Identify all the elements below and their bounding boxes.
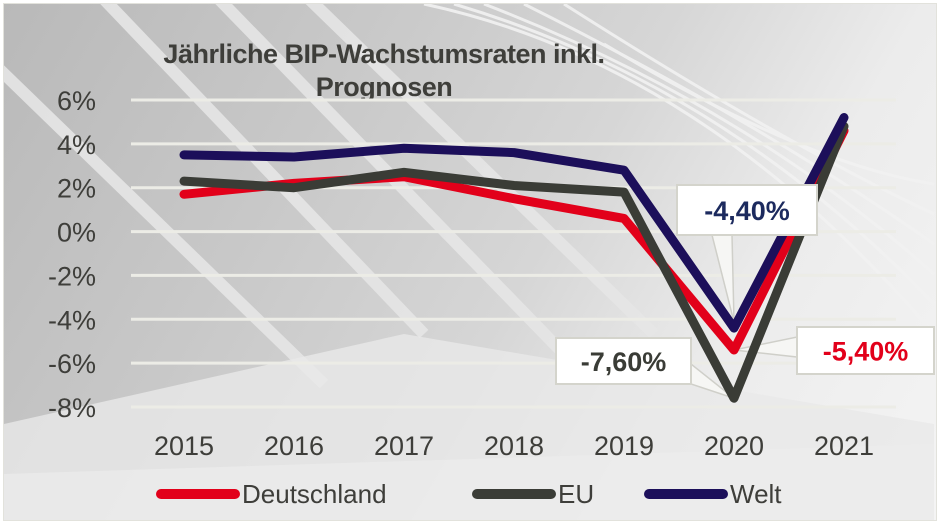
chart-frame: Jährliche BIP-Wachstumsraten inkl. Progn… (3, 3, 937, 521)
x-tick-label: 2019 (594, 431, 654, 461)
y-tick-label: -8% (48, 393, 96, 423)
y-tick-label: 2% (57, 174, 96, 204)
y-tick-label: -2% (48, 261, 96, 291)
y-tick-label: 0% (57, 218, 96, 248)
y-tick-label: 6% (57, 86, 96, 116)
y-tick-label: -4% (48, 305, 96, 335)
y-tick-label: -6% (48, 349, 96, 379)
series-line-deutschland (179, 126, 849, 355)
callout-box-eu (555, 337, 692, 385)
legend-item-eu: EU (472, 478, 594, 510)
chart-title-line-2: Prognosen (315, 72, 453, 102)
x-tick-label: 2015 (154, 431, 214, 461)
legend-label-welt: Welt (730, 478, 782, 509)
chart-title-line-1: Jährliche BIP-Wachstumsraten inkl. (163, 39, 605, 69)
legend-item-deutschland: Deutschland (156, 478, 387, 510)
callout-label-deutschland: -5,40% (823, 337, 909, 367)
y-tick-label: 4% (57, 130, 96, 160)
legend-item-welt: Welt (644, 478, 782, 510)
legend-swatch-welt (644, 489, 728, 499)
legend-label-deutschland: Deutschland (242, 478, 387, 509)
x-tick-label: 2016 (264, 431, 324, 461)
callout-label-eu: -7,60% (581, 347, 667, 377)
legend-swatch-deutschland (156, 489, 240, 499)
chart-title: Jährliche BIP-Wachstumsraten inkl. Progn… (154, 38, 614, 104)
callout-box-welt (676, 184, 818, 236)
x-tick-label: 2021 (814, 431, 874, 461)
x-tick-label: 2020 (704, 431, 764, 461)
callout-box-deutschland (796, 326, 935, 375)
x-tick-label: 2017 (374, 431, 434, 461)
series-line-eu (179, 121, 849, 403)
background-decoration (4, 4, 936, 520)
x-tick-label: 2018 (484, 431, 544, 461)
callout-label-welt: -4,40% (704, 196, 790, 226)
legend-label-eu: EU (558, 478, 595, 509)
plot-area: 6% 4% 2% 0% -2% -4% -6% -8% 2015 2016 2017 2018 201… (48, 86, 935, 461)
series-line-welt (179, 113, 849, 333)
legend-swatch-eu (472, 489, 556, 499)
